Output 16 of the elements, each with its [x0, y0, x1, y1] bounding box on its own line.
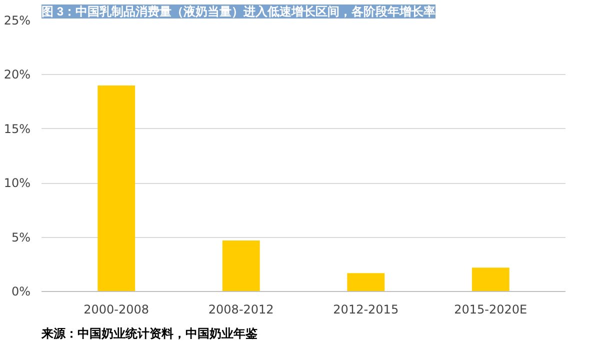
y-tick-label: 10% [4, 176, 30, 190]
y-tick-label: 0% [11, 284, 31, 298]
y-tick-label: 20% [4, 68, 30, 82]
x-tick-label: 2008-2012 [208, 302, 274, 316]
x-tick-label: 2015-2020E [454, 302, 528, 316]
bar [222, 240, 260, 292]
bar [347, 273, 385, 292]
bar [98, 86, 136, 292]
x-tick-label: 2012-2015 [333, 302, 399, 316]
x-tick-label: 2000-2008 [84, 302, 150, 316]
y-tick-label: 15% [4, 122, 30, 136]
bar [472, 268, 510, 292]
y-tick-label: 5% [11, 230, 31, 244]
source-note: 来源：中国奶业统计资料，中国奶业年鉴 [40, 326, 258, 340]
y-tick-label: 25% [4, 14, 30, 28]
chart-title: 图 3：中国乳制品消费量（液奶当量）进入低速增长区间，各阶段年增长率 [42, 4, 436, 18]
